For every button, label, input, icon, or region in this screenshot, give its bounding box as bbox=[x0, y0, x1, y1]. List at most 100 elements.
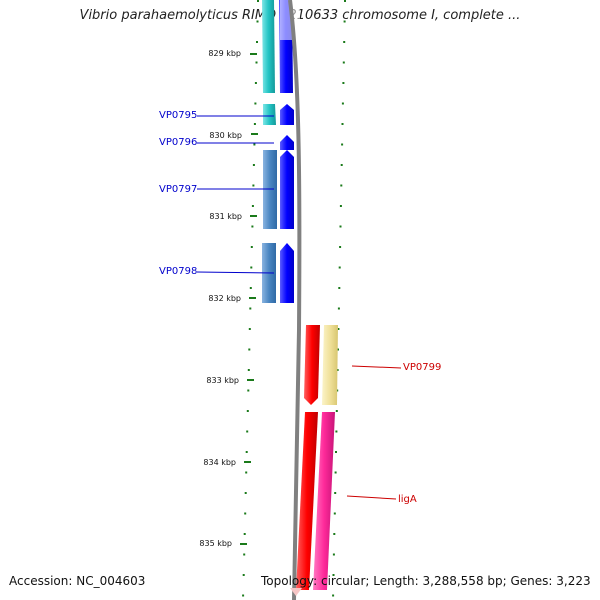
ruler-tick bbox=[250, 266, 253, 269]
ruler-tick bbox=[250, 246, 253, 248]
ruler-tick bbox=[338, 266, 341, 269]
kbp-label: 834 kbp bbox=[203, 458, 236, 467]
feature-block bbox=[322, 325, 338, 405]
ruler-tick bbox=[334, 471, 337, 474]
genome-stats-label: Topology: circular; Length: 3,288,558 bp… bbox=[261, 574, 591, 588]
backbone-line bbox=[288, 0, 302, 600]
feature-block bbox=[262, 0, 275, 93]
ruler-tick bbox=[341, 123, 344, 125]
ruler-tick bbox=[253, 123, 256, 125]
ruler-tick bbox=[254, 102, 257, 105]
accession-label: Accession: NC_004603 bbox=[9, 574, 146, 588]
gene-arrow bbox=[304, 325, 320, 405]
ruler-tick bbox=[332, 574, 335, 576]
ruler-tick bbox=[338, 287, 341, 289]
major-tick bbox=[250, 215, 257, 217]
ruler-tick bbox=[247, 369, 250, 371]
ruler-tick bbox=[252, 164, 255, 166]
gene-labels: VP0795 VP0796 VP0797 VP0798 VP0799 ligA bbox=[159, 110, 441, 505]
ruler-tick bbox=[335, 451, 337, 453]
major-tick bbox=[250, 53, 257, 55]
label-leader bbox=[351, 365, 402, 369]
ruler-tick bbox=[341, 143, 344, 146]
ruler-tick bbox=[336, 369, 339, 371]
ruler-tick bbox=[248, 328, 251, 330]
kbp-labels: 829 kbp 830 kbp 831 kbp 832 kbp 833 kbp … bbox=[199, 49, 258, 548]
ruler-tick bbox=[246, 430, 249, 433]
ruler-tick bbox=[340, 184, 343, 187]
ruler-tick bbox=[247, 389, 250, 392]
major-tick bbox=[251, 133, 258, 135]
ruler-tick bbox=[244, 492, 247, 494]
gene-label-vp0798[interactable]: VP0798 bbox=[159, 266, 197, 277]
position-marker bbox=[290, 588, 302, 596]
ruler-tick bbox=[245, 471, 248, 474]
gene-arrow bbox=[280, 243, 294, 303]
gene-arrow bbox=[280, 135, 294, 150]
ruler-tick bbox=[333, 533, 336, 535]
ruler-tick bbox=[342, 82, 345, 84]
kbp-label: 832 kbp bbox=[208, 294, 241, 303]
ruler-tick bbox=[339, 205, 342, 207]
ruler-tick bbox=[248, 348, 251, 351]
gene-arrow bbox=[296, 412, 318, 590]
gene-label-vp0796[interactable]: VP0796 bbox=[159, 137, 197, 148]
label-leader bbox=[346, 495, 397, 500]
ruler-tick bbox=[340, 164, 343, 166]
gene-label-vp0795[interactable]: VP0795 bbox=[159, 110, 197, 121]
ruler-tick bbox=[257, 0, 259, 2]
kbp-label: 830 kbp bbox=[209, 131, 242, 140]
ruler-tick bbox=[249, 287, 252, 289]
ruler-tick bbox=[335, 410, 338, 412]
inner-ruler bbox=[332, 0, 346, 597]
outer-ruler bbox=[242, 0, 259, 597]
ruler-tick bbox=[337, 328, 340, 330]
feature-block bbox=[313, 412, 335, 590]
ruler-tick bbox=[337, 348, 339, 351]
kbp-label: 835 kbp bbox=[199, 539, 232, 548]
gene-label-vp0799[interactable]: VP0799 bbox=[403, 362, 441, 373]
label-leader bbox=[196, 271, 275, 274]
ruler-tick bbox=[341, 102, 344, 105]
ruler-tick bbox=[251, 205, 254, 207]
reverse-cog-track bbox=[313, 325, 338, 590]
kbp-label: 831 kbp bbox=[209, 212, 242, 221]
major-tick bbox=[244, 461, 251, 463]
ruler-tick bbox=[256, 41, 258, 43]
major-tick bbox=[240, 543, 247, 545]
gene-label-vp0797[interactable]: VP0797 bbox=[159, 184, 197, 195]
kbp-label: 829 kbp bbox=[208, 49, 241, 58]
ruler-tick bbox=[245, 451, 248, 453]
ruler-tick bbox=[339, 246, 342, 248]
ruler-tick bbox=[335, 430, 338, 433]
ruler-tick bbox=[256, 20, 259, 23]
ruler-tick bbox=[344, 0, 346, 2]
ruler-tick bbox=[251, 225, 254, 228]
major-tick bbox=[249, 297, 256, 299]
forward-gene-track bbox=[279, 0, 294, 303]
ruler-tick bbox=[342, 61, 345, 64]
ruler-tick bbox=[337, 307, 340, 310]
ruler-tick bbox=[246, 410, 249, 412]
ruler-tick bbox=[334, 492, 337, 494]
ruler-tick bbox=[255, 61, 258, 64]
ruler-tick bbox=[343, 41, 346, 43]
ruler-tick bbox=[333, 512, 336, 515]
reverse-gene-track bbox=[296, 325, 320, 590]
ruler-tick bbox=[339, 225, 342, 228]
ruler-tick bbox=[336, 389, 339, 392]
gene-arrow bbox=[280, 104, 294, 125]
ruler-tick bbox=[253, 143, 256, 146]
gene-label-liga[interactable]: ligA bbox=[398, 494, 417, 505]
kbp-label: 833 kbp bbox=[206, 376, 239, 385]
ruler-tick bbox=[343, 20, 346, 23]
ruler-tick bbox=[244, 512, 247, 515]
feature-block bbox=[263, 104, 276, 125]
major-tick bbox=[247, 379, 254, 381]
ruler-tick bbox=[332, 553, 335, 556]
ruler-tick bbox=[254, 82, 257, 84]
ruler-tick bbox=[252, 184, 255, 187]
ruler-tick bbox=[249, 307, 252, 310]
ruler-tick bbox=[243, 553, 246, 556]
